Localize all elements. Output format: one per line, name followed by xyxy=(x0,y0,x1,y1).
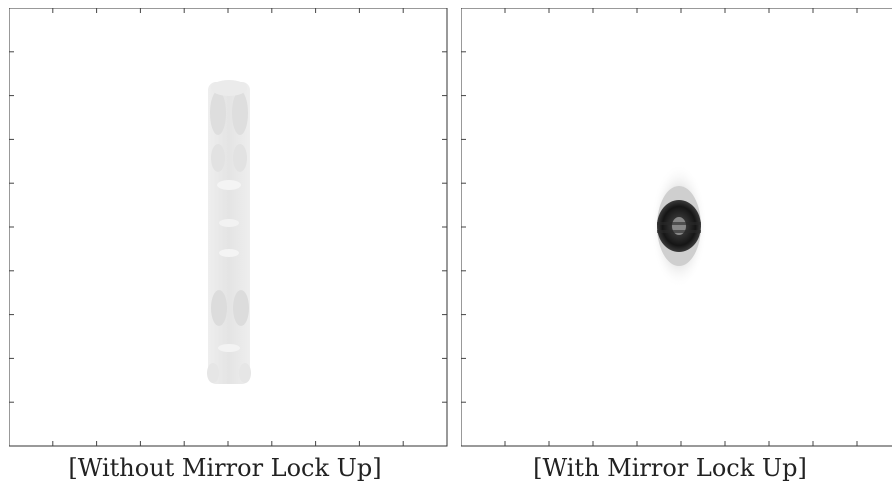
tick-marks xyxy=(461,8,858,446)
blur-spot xyxy=(651,164,707,288)
caption-without: [Without Mirror Lock Up] xyxy=(68,454,382,482)
panel-without-mirror-lock-up xyxy=(9,8,449,448)
blur-streak xyxy=(207,80,251,384)
psf-plot-with xyxy=(461,8,892,447)
panel-with-mirror-lock-up xyxy=(461,8,892,448)
caption-with: [With Mirror Lock Up] xyxy=(533,454,807,482)
tick-marks xyxy=(9,8,447,446)
psf-plot-without xyxy=(9,8,448,447)
